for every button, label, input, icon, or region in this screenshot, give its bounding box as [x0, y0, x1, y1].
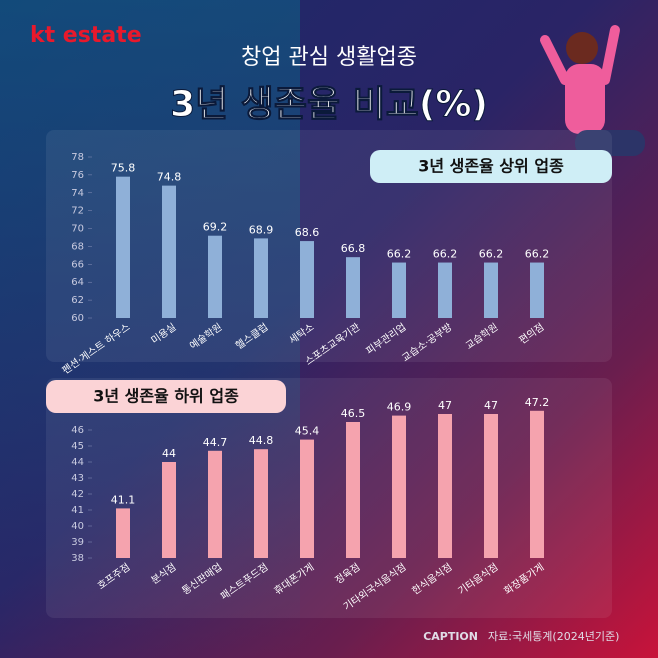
- y-tick-label: 74: [71, 188, 84, 199]
- y-tick-label: 76: [71, 170, 84, 181]
- value-label: 46.5: [341, 407, 366, 420]
- title: 3년 생존율 비교(%): [170, 84, 488, 125]
- value-label: 66.2: [525, 248, 550, 261]
- value-label: 75.8: [111, 162, 136, 175]
- y-tick-label: 70: [71, 224, 84, 235]
- value-label: 66.2: [479, 248, 504, 261]
- subtitle: 창업 관심 생활업종: [241, 45, 417, 70]
- value-label: 44.8: [249, 434, 274, 447]
- value-label: 45.4: [295, 425, 320, 438]
- bar: [300, 439, 314, 558]
- panel-bottom: [46, 378, 612, 618]
- logo: kt estate: [30, 23, 142, 48]
- y-tick-label: 62: [71, 295, 84, 306]
- value-label: 44: [162, 447, 176, 460]
- bar: [116, 508, 130, 558]
- bar: [208, 450, 222, 558]
- bar: [116, 176, 130, 318]
- chart-title-box: [46, 380, 286, 413]
- bar: [438, 414, 452, 558]
- y-tick-label: 42: [71, 489, 84, 500]
- y-tick-label: 46: [71, 425, 84, 436]
- y-tick-label: 64: [71, 277, 84, 288]
- bar: [162, 185, 176, 318]
- y-tick-label: 45: [71, 441, 84, 452]
- chart-title: 3년 생존율 하위 업종: [93, 387, 239, 406]
- value-label: 41.1: [111, 493, 136, 506]
- value-label: 47.2: [525, 396, 550, 409]
- y-tick-label: 43: [71, 473, 84, 484]
- value-label: 68.9: [249, 223, 274, 236]
- bar: [300, 241, 314, 318]
- caption: CAPTION: [423, 630, 478, 643]
- bar: [438, 262, 452, 318]
- chart-title: 3년 생존율 상위 업종: [418, 157, 564, 176]
- bar: [484, 414, 498, 558]
- y-tick-label: 72: [71, 206, 84, 217]
- y-tick-label: 66: [71, 259, 84, 270]
- bar: [530, 262, 544, 318]
- bar: [254, 238, 268, 318]
- value-label: 68.6: [295, 226, 320, 239]
- value-label: 66.2: [433, 248, 458, 261]
- value-label: 46.9: [387, 401, 412, 414]
- bar: [208, 235, 222, 318]
- source: 자료:국세통계(2024년기준): [488, 630, 619, 643]
- y-tick-label: 41: [71, 505, 84, 516]
- value-label: 66.2: [387, 248, 412, 261]
- background-glow: [0, 0, 300, 658]
- value-label: 47: [484, 399, 498, 412]
- y-tick-label: 38: [71, 553, 84, 564]
- bar: [392, 262, 406, 318]
- panel-top: [46, 130, 612, 362]
- value-label: 47: [438, 399, 452, 412]
- y-tick-label: 60: [71, 313, 84, 324]
- value-label: 66.8: [341, 242, 366, 255]
- value-label: 74.8: [157, 171, 182, 184]
- chart-title-box: [370, 150, 612, 183]
- y-tick-label: 78: [71, 152, 84, 163]
- y-tick-label: 68: [71, 241, 84, 252]
- bar: [484, 262, 498, 318]
- y-tick-label: 44: [71, 457, 84, 468]
- bar: [254, 449, 268, 558]
- value-label: 44.7: [203, 436, 228, 449]
- y-tick-label: 40: [71, 521, 84, 532]
- bar: [346, 422, 360, 558]
- y-tick-label: 39: [71, 537, 84, 548]
- bar: [346, 257, 360, 318]
- bar: [162, 462, 176, 558]
- illustration: [540, 25, 645, 156]
- bar: [530, 410, 544, 558]
- value-label: 69.2: [203, 221, 228, 234]
- bar: [392, 415, 406, 558]
